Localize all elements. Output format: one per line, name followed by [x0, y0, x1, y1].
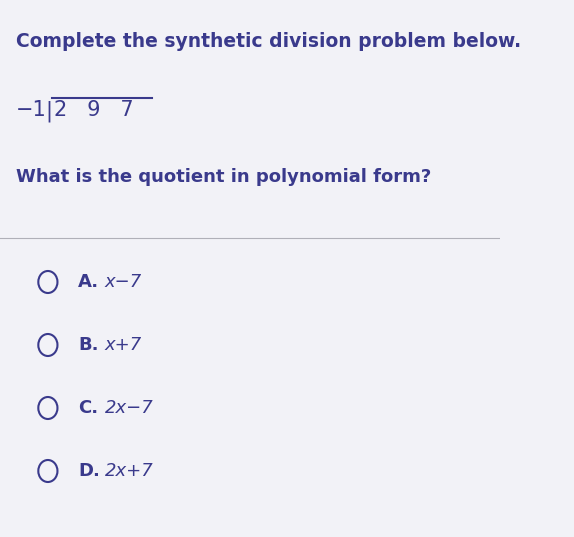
Text: D.: D. — [79, 462, 100, 480]
Text: 2x+7: 2x+7 — [104, 462, 153, 480]
Text: A.: A. — [79, 273, 99, 291]
Text: C.: C. — [79, 399, 99, 417]
Text: x+7: x+7 — [104, 336, 142, 354]
Text: B.: B. — [79, 336, 99, 354]
Text: |: | — [45, 100, 52, 121]
Text: x−7: x−7 — [104, 273, 142, 291]
Text: 2x−7: 2x−7 — [104, 399, 153, 417]
Text: Complete the synthetic division problem below.: Complete the synthetic division problem … — [15, 32, 521, 51]
Text: 2   9   7: 2 9 7 — [54, 100, 134, 120]
Text: −1: −1 — [15, 100, 46, 120]
Text: What is the quotient in polynomial form?: What is the quotient in polynomial form? — [15, 168, 431, 186]
